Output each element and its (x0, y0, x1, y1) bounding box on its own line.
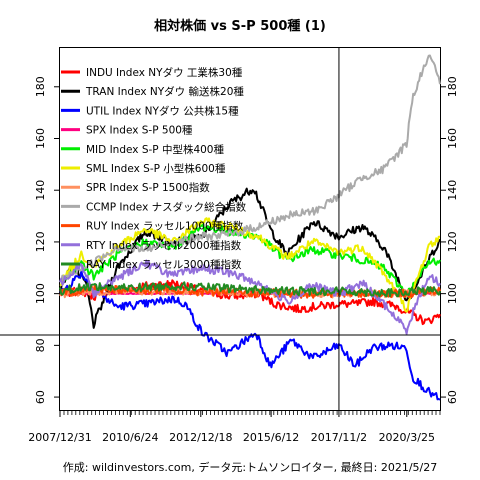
legend-label-5: SML Index S-P 小型株600種 (86, 162, 226, 175)
legend-label-0: INDU Index NYダウ 工業株30種 (86, 66, 243, 79)
legend: INDU Index NYダウ 工業株30種 TRAN Index NYダウ 輸送… (61, 66, 247, 271)
series-line-7 (59, 54, 441, 283)
legend-label-6: SPR Index S-P 1500指数 (86, 181, 210, 194)
legend-label-7: CCMP Index ナスダック総合指数 (86, 200, 247, 213)
x-tick-label: 2007/12/31 (28, 431, 91, 444)
y-tick-label-left: 180 (34, 76, 47, 97)
legend-label-2: UTIL Index NYダウ 公共株15種 (86, 104, 239, 117)
y-tick-label-right: 100 (446, 283, 459, 304)
y-tick-label-left: 60 (34, 390, 47, 404)
y-tick-label-right: 120 (446, 231, 459, 252)
chart-caption: 作成: wildinvestors.com, データ元:トムソンロイター, 最終… (63, 460, 437, 474)
series-line-2 (59, 269, 441, 401)
legend-label-1: TRAN Index NYダウ 輸送株20種 (85, 85, 244, 98)
series-line-9 (59, 259, 441, 335)
legend-label-9: RTY Index ラッセル2000種指数 (86, 239, 242, 252)
legend-label-8: RUY Index ラッセル1000種指数 (86, 220, 244, 233)
y-tick-label-right: 180 (446, 76, 459, 97)
x-tick-label: 2015/6/12 (243, 431, 299, 444)
legend-label-3: SPX Index S-P 500種 (86, 124, 193, 137)
series-layer (59, 54, 441, 401)
y-tick-label-right: 60 (446, 390, 459, 404)
y-tick-label-right: 80 (446, 338, 459, 352)
x-tick-label: 2017/11/2 (311, 431, 367, 444)
chart-title: 相対株価 vs S-P 500種 (1) (154, 18, 326, 34)
x-tick-label: 2010/6/24 (102, 431, 158, 444)
x-tick-label: 2012/12/18 (169, 431, 232, 444)
axes-layer: 60 60 80 80 100 100 120 120 140 140 160 160 180 180 20… (28, 76, 459, 444)
y-tick-label-left: 140 (34, 180, 47, 201)
series-line-5 (59, 217, 441, 313)
series-line-1 (59, 187, 441, 329)
y-tick-label-left: 100 (34, 283, 47, 304)
y-tick-label-right: 160 (446, 128, 459, 149)
crosshair-layer (0, 48, 440, 410)
x-tick-label: 2020/3/25 (379, 431, 435, 444)
y-tick-label-right: 140 (446, 180, 459, 201)
legend-label-10: RAY Index ラッセル3000種指数 (86, 258, 242, 271)
y-tick-label-left: 160 (34, 128, 47, 149)
series-line-10 (59, 281, 441, 298)
legend-label-4: MID Index S-P 中型株400種 (86, 143, 224, 156)
y-tick-label-left: 120 (34, 231, 47, 252)
y-tick-label-left: 80 (34, 338, 47, 352)
